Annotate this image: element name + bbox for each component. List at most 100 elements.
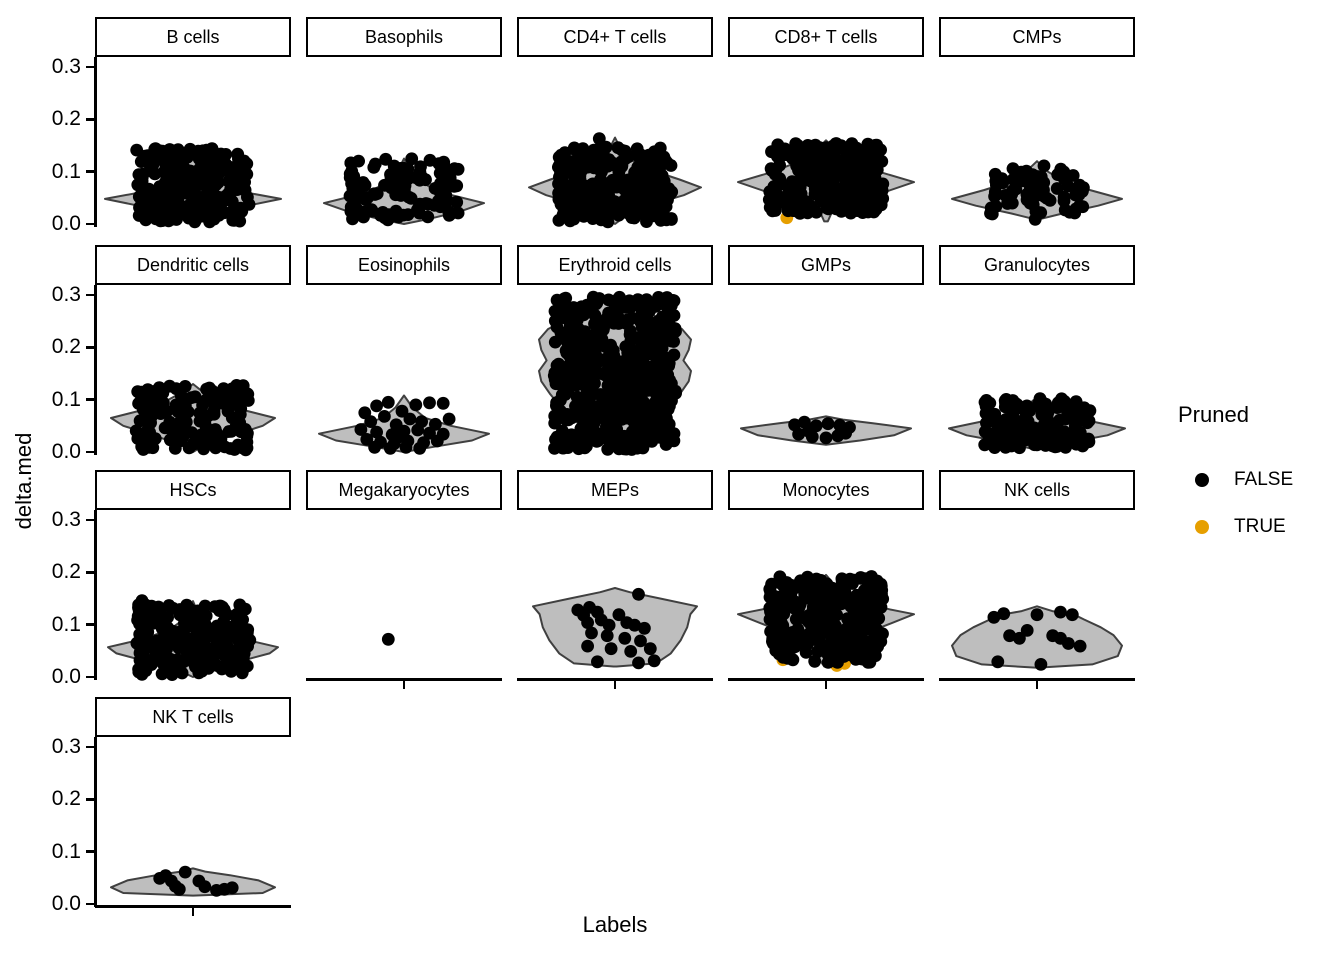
x-axis-tick	[402, 680, 406, 689]
x-axis-line	[95, 905, 291, 908]
data-point	[874, 579, 888, 593]
data-point	[141, 424, 154, 438]
data-point	[643, 642, 657, 656]
data-point	[820, 186, 834, 200]
data-point	[1061, 405, 1075, 419]
data-point	[202, 409, 215, 422]
data-point	[1010, 437, 1023, 451]
data-point	[150, 202, 164, 215]
data-point	[168, 663, 182, 677]
facet-strip: NK T cells	[95, 697, 291, 737]
data-point	[567, 141, 581, 155]
data-point	[827, 632, 841, 646]
data-point	[242, 198, 256, 211]
data-point	[854, 571, 868, 584]
facet-strip: Basophils	[306, 17, 502, 57]
data-point	[234, 402, 248, 416]
y-axis-line	[94, 285, 97, 455]
data-point	[207, 212, 221, 226]
data-point	[1013, 631, 1026, 645]
x-axis-line	[728, 678, 924, 681]
y-tick-label: 0.1	[51, 612, 81, 636]
facet-panel	[517, 285, 713, 465]
facet-strip-label: Dendritic cells	[136, 255, 250, 275]
violin-jitter-canvas	[110, 379, 276, 457]
data-point	[665, 213, 678, 226]
data-point	[132, 665, 146, 679]
violin-jitter-canvas	[318, 394, 490, 455]
facet-strip-label: NK cells	[1003, 480, 1070, 500]
data-point	[1032, 180, 1046, 193]
data-point	[799, 646, 813, 659]
facet-panel	[728, 57, 924, 237]
data-point	[663, 307, 676, 321]
data-point	[578, 186, 592, 200]
data-point	[801, 570, 814, 584]
data-point	[237, 661, 251, 675]
data-point	[628, 618, 641, 632]
data-point	[572, 322, 585, 336]
facet-strip: Megakaryocytes	[306, 470, 502, 510]
y-axis-tick	[86, 222, 95, 226]
data-point	[591, 427, 604, 440]
facet-strip: HSCs	[95, 470, 291, 510]
data-point	[792, 427, 805, 441]
data-point	[403, 412, 417, 426]
data-point	[622, 391, 636, 405]
data-point	[423, 396, 436, 410]
data-point	[144, 405, 158, 418]
data-point	[172, 882, 186, 896]
data-point	[856, 619, 870, 633]
data-point	[634, 363, 648, 376]
data-point	[558, 388, 572, 401]
data-point	[180, 631, 194, 645]
facet-panel	[517, 510, 713, 690]
data-point	[829, 195, 843, 209]
data-point	[646, 379, 660, 393]
violin-shape	[740, 415, 912, 446]
facet-erythroid-cells: Erythroid cells	[517, 245, 713, 456]
facet-strip: NK cells	[939, 470, 1135, 510]
data-point	[581, 639, 594, 653]
facet-panel	[939, 57, 1135, 237]
data-point	[578, 300, 591, 313]
data-point	[629, 331, 643, 345]
facet-strip-label: HSCs	[169, 480, 217, 500]
data-point	[808, 654, 822, 668]
facet-strip-label: Monocytes	[782, 480, 870, 500]
data-point	[133, 646, 147, 660]
data-point	[200, 143, 213, 157]
data-point	[852, 607, 866, 621]
data-point	[368, 188, 382, 201]
facet-dendritic-cells: Dendritic cells 0.3 0.2 0.1 0.0	[52, 245, 291, 463]
data-point	[423, 426, 436, 440]
data-point	[786, 641, 799, 655]
data-point	[610, 311, 624, 325]
data-point	[997, 607, 1011, 621]
data-point	[187, 437, 200, 451]
data-point	[230, 379, 244, 392]
data-point	[137, 631, 151, 644]
data-point	[548, 366, 562, 380]
violin-jitter-canvas	[740, 415, 912, 446]
data-point	[209, 178, 223, 191]
y-axis-tick	[86, 450, 95, 454]
data-point	[1082, 432, 1095, 446]
data-point	[632, 587, 645, 601]
data-point	[149, 615, 163, 628]
facet-hscs: HSCs 0.3 0.2 0.1 0.0	[52, 470, 291, 688]
y-axis-tick	[86, 850, 95, 853]
data-point	[553, 404, 567, 418]
y-axis-line	[94, 57, 97, 227]
data-point	[634, 634, 647, 648]
y-axis-title: delta.med	[11, 432, 36, 530]
data-point	[611, 141, 625, 155]
data-point	[552, 186, 565, 200]
y-axis-tick	[86, 571, 95, 574]
data-point	[643, 430, 656, 444]
data-point	[1003, 629, 1016, 643]
data-point	[225, 881, 239, 895]
data-point	[794, 596, 807, 610]
data-point	[806, 203, 819, 217]
data-point	[413, 441, 427, 455]
